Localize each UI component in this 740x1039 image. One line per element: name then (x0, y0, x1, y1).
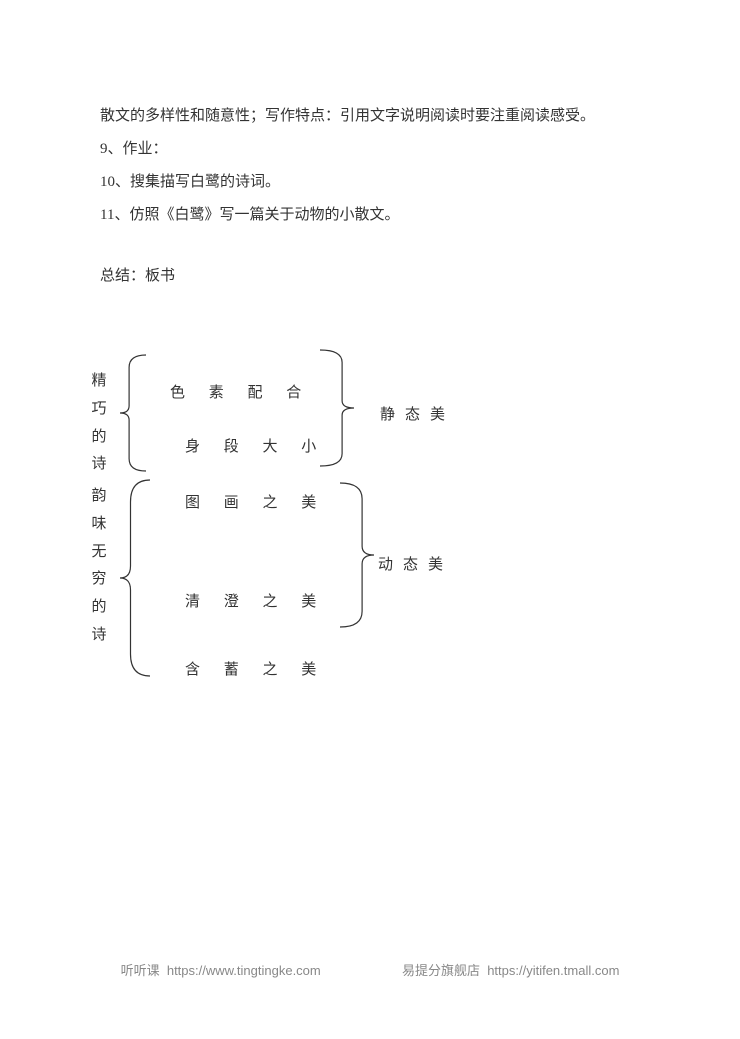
footer-right: 易提分旗舰店 https://yitifen.tmall.com (402, 960, 619, 979)
left-brace-icon (120, 353, 146, 473)
page-footer: 听听课 https://www.tingtingke.com 易提分旗舰店 ht… (0, 960, 740, 979)
right-brace-icon (320, 348, 354, 468)
left-brace-icon (120, 478, 150, 678)
diagram-item: 身 段 大 小 (185, 435, 326, 456)
right-brace-icon (340, 481, 374, 629)
diagram-left-label: 韵味无穷的诗 (90, 483, 108, 650)
summary-heading: 总结：板书 (100, 260, 640, 293)
diagram-item: 含 蓄 之 美 (185, 658, 326, 679)
diagram-left-label: 精巧的诗 (90, 368, 108, 479)
diagram-item: 清 澄 之 美 (185, 590, 326, 611)
paragraph: 9、作业： (100, 133, 640, 166)
diagram-result: 动态美 (378, 553, 453, 574)
paragraph: 散文的多样性和随意性；写作特点：引用文字说明阅读时要注重阅读感受。 (100, 100, 640, 133)
diagram-item: 色 素 配 合 (170, 381, 311, 402)
footer-right-label: 易提分旗舰店 (402, 963, 480, 978)
document-body: 散文的多样性和随意性；写作特点：引用文字说明阅读时要注重阅读感受。 9、作业： … (0, 0, 740, 693)
footer-left-label: 听听课 (121, 963, 160, 978)
paragraph: 11、仿照《白鹭》写一篇关于动物的小散文。 (100, 199, 640, 232)
diagram-result: 静态美 (380, 403, 455, 424)
diagram-item: 图 画 之 美 (185, 491, 326, 512)
footer-left: 听听课 https://www.tingtingke.com (121, 960, 321, 979)
footer-right-url: https://yitifen.tmall.com (487, 963, 619, 978)
footer-left-url: https://www.tingtingke.com (167, 963, 321, 978)
board-diagram: 精巧的诗 色 素 配 合 身 段 大 小 静态美 韵味无穷的诗 图 画 之 美 … (90, 353, 640, 693)
paragraph: 10、搜集描写白鹭的诗词。 (100, 166, 640, 199)
